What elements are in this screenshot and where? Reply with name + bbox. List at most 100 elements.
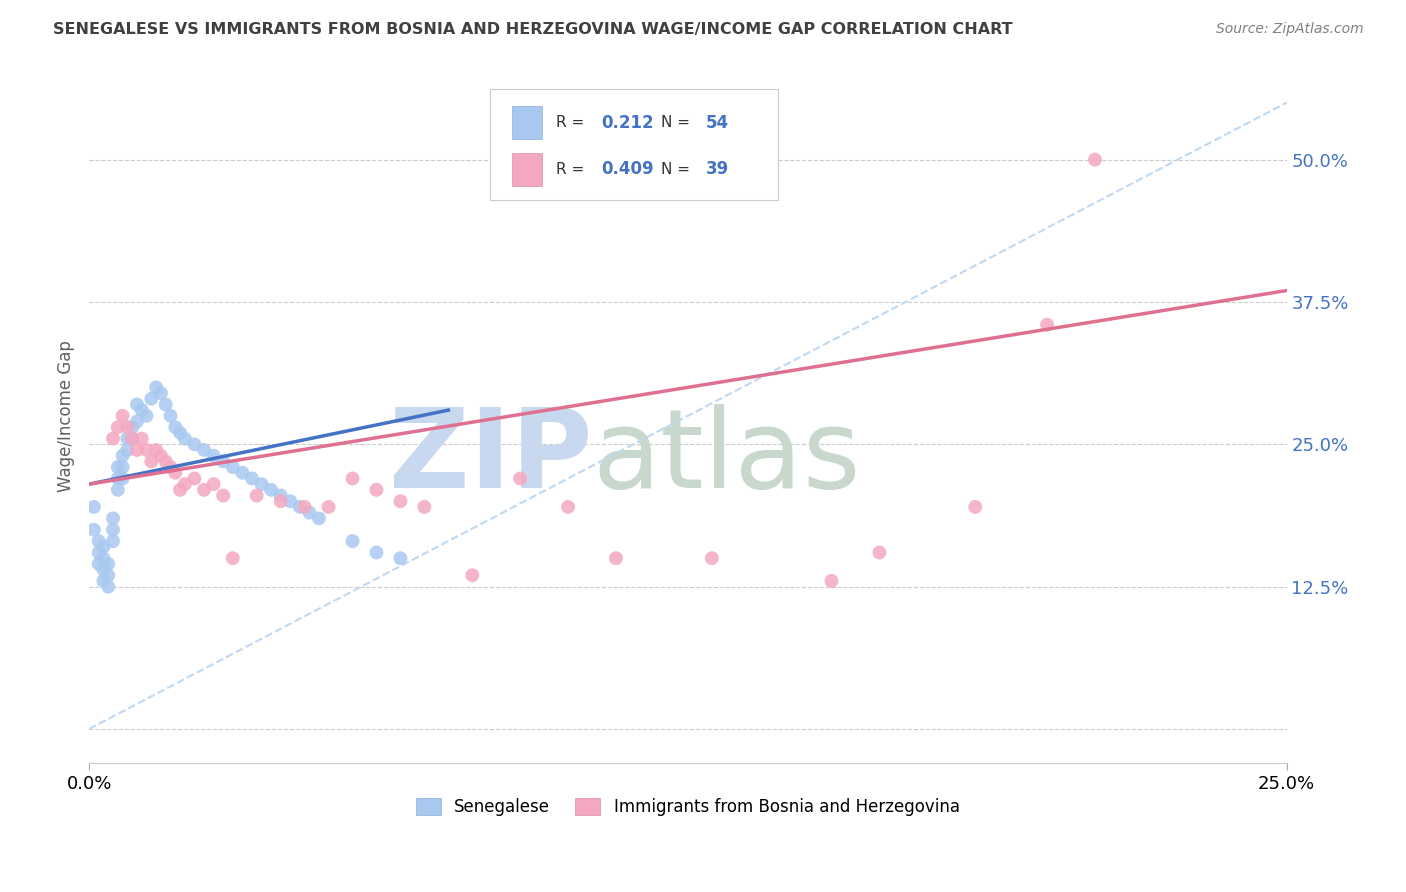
Point	[700, 551, 723, 566]
Point	[141, 454, 163, 468]
Point	[121, 432, 143, 446]
Point	[83, 523, 105, 537]
Point	[270, 489, 292, 503]
Point	[509, 471, 531, 485]
Point	[111, 471, 134, 485]
Point	[145, 380, 167, 394]
Point	[240, 471, 263, 485]
Legend: Senegalese, Immigrants from Bosnia and Herzegovina: Senegalese, Immigrants from Bosnia and H…	[408, 789, 967, 824]
Point	[117, 432, 139, 446]
FancyBboxPatch shape	[491, 89, 778, 201]
Point	[278, 494, 301, 508]
Point	[288, 500, 311, 514]
Point	[125, 415, 148, 429]
Point	[165, 420, 187, 434]
Point	[260, 483, 283, 497]
Point	[212, 454, 235, 468]
Text: N =: N =	[661, 115, 696, 130]
Point	[107, 420, 129, 434]
Point	[222, 460, 245, 475]
Point	[342, 534, 364, 549]
Point	[93, 551, 115, 566]
Point	[868, 545, 890, 559]
Point	[97, 580, 120, 594]
Bar	[512, 153, 541, 186]
Point	[159, 409, 181, 423]
Point	[294, 500, 316, 514]
Point	[101, 432, 124, 446]
Point	[107, 471, 129, 485]
Text: 54: 54	[706, 113, 728, 132]
Text: atlas: atlas	[592, 404, 860, 511]
Point	[97, 557, 120, 571]
Point	[131, 432, 153, 446]
Point	[250, 477, 273, 491]
Point	[107, 483, 129, 497]
Point	[101, 511, 124, 525]
Point	[121, 432, 143, 446]
Point	[93, 563, 115, 577]
Point	[557, 500, 579, 514]
Text: R =: R =	[557, 115, 589, 130]
Point	[155, 397, 177, 411]
Point	[97, 568, 120, 582]
Point	[111, 449, 134, 463]
Point	[308, 511, 330, 525]
Point	[389, 551, 412, 566]
Point	[246, 489, 269, 503]
Text: ZIP: ZIP	[388, 404, 592, 511]
Point	[173, 432, 195, 446]
Point	[101, 523, 124, 537]
Point	[1084, 153, 1107, 167]
Point	[202, 449, 225, 463]
Point	[1036, 318, 1059, 332]
Point	[135, 442, 157, 457]
Point	[93, 540, 115, 554]
Point	[149, 449, 172, 463]
Point	[193, 442, 215, 457]
Point	[93, 574, 115, 588]
Point	[173, 477, 195, 491]
Point	[169, 483, 191, 497]
Point	[135, 409, 157, 423]
Point	[117, 442, 139, 457]
Point	[83, 500, 105, 514]
Point	[202, 477, 225, 491]
Point	[183, 437, 205, 451]
Point	[117, 420, 139, 434]
Point	[87, 557, 110, 571]
Point	[131, 403, 153, 417]
Point	[222, 551, 245, 566]
Y-axis label: Wage/Income Gap: Wage/Income Gap	[58, 340, 75, 491]
Point	[413, 500, 436, 514]
Point	[121, 420, 143, 434]
Point	[169, 425, 191, 440]
Point	[111, 409, 134, 423]
Point	[366, 545, 388, 559]
Point	[155, 454, 177, 468]
Text: 0.212: 0.212	[602, 113, 654, 132]
Point	[318, 500, 340, 514]
Text: 39: 39	[706, 161, 730, 178]
Point	[183, 471, 205, 485]
Point	[212, 489, 235, 503]
Text: Source: ZipAtlas.com: Source: ZipAtlas.com	[1216, 22, 1364, 37]
Point	[141, 392, 163, 406]
Point	[87, 534, 110, 549]
Point	[342, 471, 364, 485]
Point	[193, 483, 215, 497]
Point	[87, 545, 110, 559]
Text: 0.409: 0.409	[602, 161, 654, 178]
Point	[149, 386, 172, 401]
Point	[298, 506, 321, 520]
Point	[270, 494, 292, 508]
Point	[461, 568, 484, 582]
Point	[145, 442, 167, 457]
Text: SENEGALESE VS IMMIGRANTS FROM BOSNIA AND HERZEGOVINA WAGE/INCOME GAP CORRELATION: SENEGALESE VS IMMIGRANTS FROM BOSNIA AND…	[53, 22, 1014, 37]
Point	[165, 466, 187, 480]
Point	[111, 460, 134, 475]
Point	[965, 500, 987, 514]
Point	[107, 460, 129, 475]
Bar	[512, 106, 541, 139]
Point	[231, 466, 253, 480]
